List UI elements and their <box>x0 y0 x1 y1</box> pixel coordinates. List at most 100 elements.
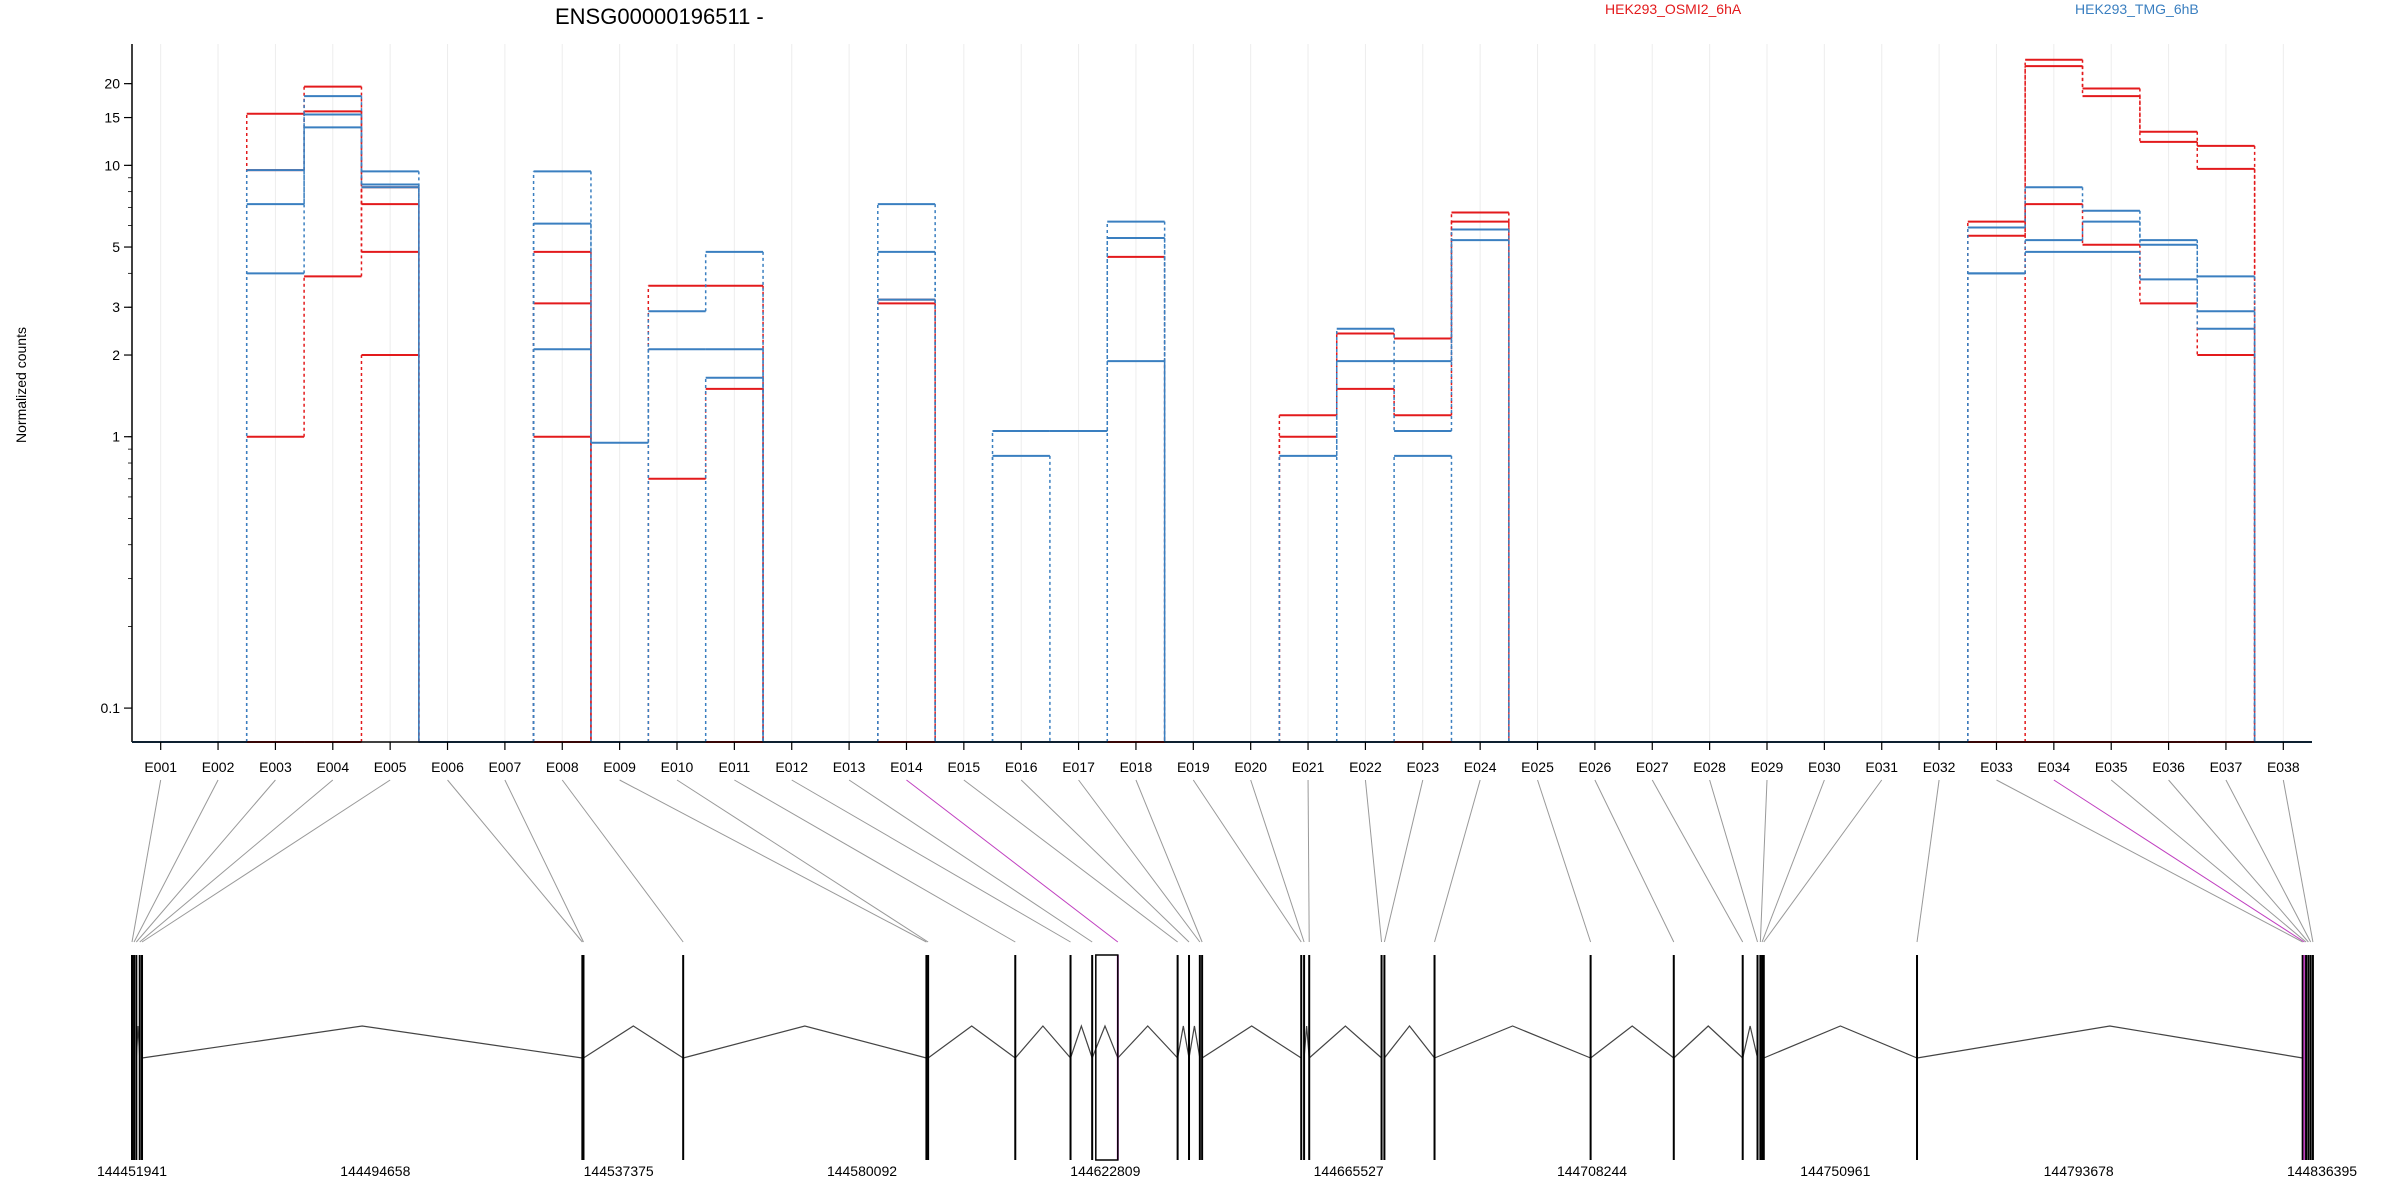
exon-connector <box>676 779 929 943</box>
exon-connector <box>2282 779 2314 943</box>
exon-box <box>135 955 138 1160</box>
y-axis-label: Normalized counts <box>13 327 29 443</box>
x-tick-label: E004 <box>316 759 349 775</box>
exon-box <box>1303 955 1306 1160</box>
x-tick-label: E032 <box>1923 759 1956 775</box>
exon-box <box>141 955 144 1160</box>
x-tick-label: E023 <box>1406 759 1439 775</box>
intron-line <box>927 1025 1016 1059</box>
exon-box <box>581 955 584 1160</box>
exon-box-wide <box>1095 954 1119 1161</box>
exon-box <box>1069 955 1072 1160</box>
x-tick-label: E018 <box>1120 759 1153 775</box>
exon-box <box>1433 955 1436 1160</box>
exon-connector <box>131 779 162 943</box>
exon-connector <box>1761 779 1825 943</box>
y-tick-label: 5 <box>112 239 120 255</box>
x-tick-label: E022 <box>1349 759 1382 775</box>
exon-box <box>1762 955 1765 1160</box>
series-HEK293_OSMI2_6hA <box>132 110 2312 743</box>
chart-title: ENSG00000196511 - <box>555 4 764 29</box>
series-HEK293_OSMI2_6hA <box>132 65 2312 743</box>
genomic-tick-label: 144580092 <box>827 1163 897 1179</box>
exon-connector <box>791 779 1071 943</box>
x-tick-label: E021 <box>1292 759 1325 775</box>
x-tick-label: E038 <box>2267 759 2300 775</box>
exon-connector <box>619 779 927 943</box>
series-HEK293_TMG_6hB <box>132 95 2312 743</box>
x-tick-label: E034 <box>2037 759 2070 775</box>
x-tick-label: E029 <box>1751 759 1784 775</box>
x-tick-label: E006 <box>431 759 464 775</box>
exon-connector <box>1307 779 1310 943</box>
intron-line <box>141 1025 583 1059</box>
exon-connector <box>1020 779 1190 943</box>
x-axis: E001 E002 E003 E004 E005 E006 E007 E008 E009 E010… <box>132 741 2312 775</box>
exon-box <box>1761 955 1764 1160</box>
exon-connector <box>504 779 584 943</box>
genomic-tick-label: 144494658 <box>340 1163 410 1179</box>
exon-connector <box>1996 779 2303 943</box>
exon-box <box>1741 955 1744 1160</box>
exon-box <box>682 955 685 1160</box>
x-tick-label: E026 <box>1579 759 1612 775</box>
x-tick-label: E007 <box>489 759 522 775</box>
genomic-tick-label: 144537375 <box>584 1163 654 1179</box>
exon-box <box>1091 955 1094 1160</box>
exon-box <box>1756 955 1759 1160</box>
genomic-axis: 144451941 144494658 144537375 144580092 1446… <box>97 1163 2357 1179</box>
x-tick-label: E014 <box>890 759 923 775</box>
x-tick-label: E020 <box>1234 759 1267 775</box>
exon-connector <box>1192 779 1302 943</box>
exon-box <box>2301 955 2304 1160</box>
y-axis: 0.1 1 2 3 5 10 15 20 <box>101 44 133 742</box>
x-tick-label: E003 <box>259 759 292 775</box>
intron-line <box>1188 1025 1201 1059</box>
exon-connector <box>1078 779 1201 943</box>
exon-connector <box>141 779 391 943</box>
x-tick-label: E017 <box>1062 759 1095 775</box>
genomic-tick-label: 144750961 <box>1800 1163 1870 1179</box>
x-tick-label: E025 <box>1521 759 1554 775</box>
exon-connector <box>848 779 1093 943</box>
series-HEK293_OSMI2_6hA <box>132 354 2312 743</box>
intron-line <box>1673 1025 1744 1059</box>
exon-box <box>927 955 930 1160</box>
x-tick-label: E027 <box>1636 759 1669 775</box>
exon-connector <box>1135 779 1203 943</box>
x-tick-label: E037 <box>2210 759 2243 775</box>
exon-connector <box>1763 779 1883 943</box>
exon-connector <box>2110 779 2307 943</box>
x-tick-label: E033 <box>1980 759 2013 775</box>
exon-box <box>1198 955 1201 1160</box>
exon-connector <box>135 779 276 943</box>
intron-line <box>1763 1025 1918 1059</box>
intron-line <box>1916 1025 2303 1059</box>
exon-connector <box>734 779 1016 943</box>
intron-line <box>1014 1025 1071 1059</box>
series-HEK293_TMG_6hB <box>132 113 2312 743</box>
exon-connector <box>133 779 219 943</box>
exon-connector <box>2168 779 2309 943</box>
exon-connector <box>906 779 1119 943</box>
gene-model-track <box>131 954 2314 1161</box>
x-tick-label: E024 <box>1464 759 1497 775</box>
exon-connector <box>1383 779 1424 943</box>
intron-line <box>1308 1025 1382 1059</box>
intron-line <box>1177 1025 1190 1059</box>
exon-connector <box>561 779 684 943</box>
intron-line <box>1117 1025 1179 1059</box>
genomic-tick-label: 144836395 <box>2287 1163 2357 1179</box>
x-tick-label: E011 <box>719 759 751 775</box>
y-tick-label: 3 <box>112 299 120 315</box>
exon-box <box>2305 955 2308 1160</box>
exon-box <box>1300 955 1303 1160</box>
intron-line <box>683 1025 927 1059</box>
exon-connector <box>1364 779 1383 943</box>
y-tick-label: 20 <box>104 76 120 92</box>
exon-box <box>2303 955 2306 1160</box>
intron-line <box>1069 1024 1093 1059</box>
exon-box <box>138 955 141 1160</box>
exon-connector <box>1651 779 1744 943</box>
